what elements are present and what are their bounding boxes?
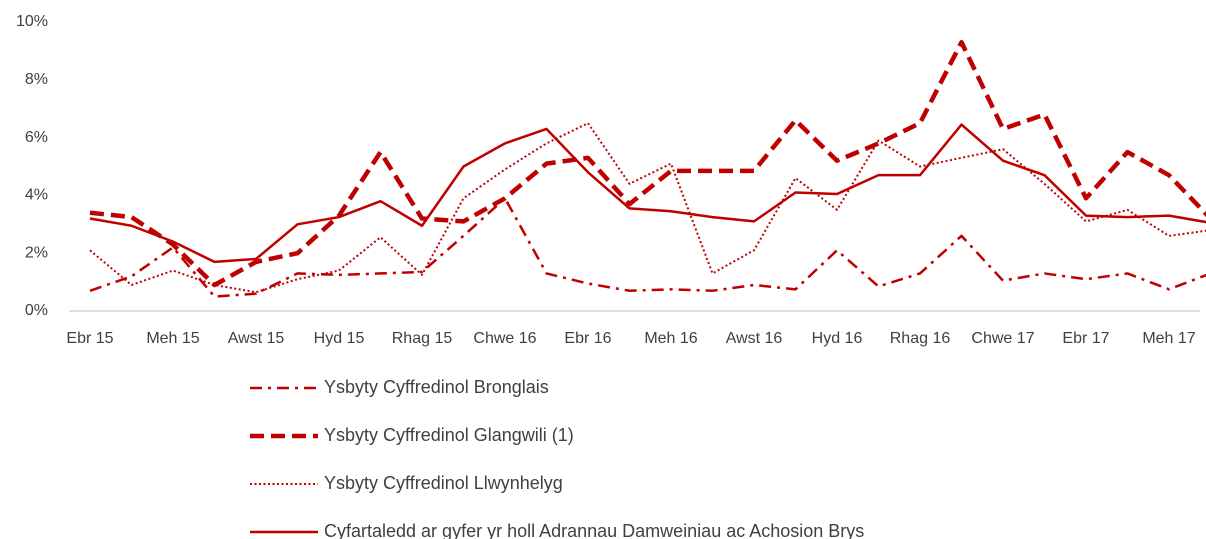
x-tick-label: Meh 16 [644,330,697,347]
x-tick-label: Awst 16 [726,330,783,347]
legend-label: Ysbyty Cyffredinol Llwynhelyg [324,473,563,493]
y-tick-label: 10% [16,13,48,30]
x-tick-label: Ebr 16 [564,330,611,347]
legend-label: Cyfartaledd ar gyfer yr holl Adrannau Da… [324,521,864,539]
x-tick-label: Hyd 15 [314,330,365,347]
legend-label: Ysbyty Cyffredinol Glangwili (1) [324,425,574,445]
x-tick-label: Rhag 16 [890,330,951,347]
x-tick-label: Meh 17 [1142,330,1195,347]
x-tick-label: Ebr 15 [66,330,113,347]
series-line [89,122,1206,294]
legend-label: Ysbyty Cyffredinol Bronglais [324,377,549,397]
x-tick-label: Chwe 17 [971,330,1034,347]
y-tick-label: 2% [25,244,48,261]
x-tick-label: Chwe 16 [473,330,536,347]
y-tick-label: 6% [25,129,48,146]
x-tick-label: Awst 15 [228,330,285,347]
x-tick-label: Ebr 17 [1062,330,1109,347]
y-tick-label: 4% [25,187,48,204]
x-tick-label: Hyd 16 [812,330,863,347]
series-line [89,197,1206,298]
x-tick-label: Rhag 15 [392,330,453,347]
y-tick-label: 8% [25,71,48,88]
y-tick-label: 0% [25,302,48,319]
series-line [89,123,1206,264]
x-tick-label: Meh 15 [146,330,199,347]
series-line [89,39,1206,288]
